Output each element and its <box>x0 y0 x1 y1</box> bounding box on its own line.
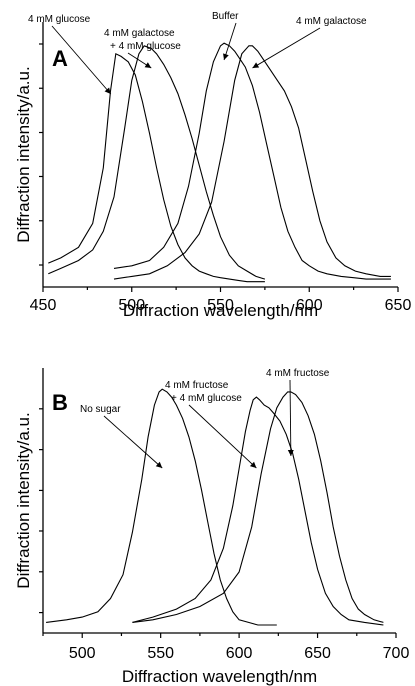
y-axis-title: Diffraction intensity/a.u. <box>14 412 33 588</box>
series-line <box>113 42 391 280</box>
x-axis-title: Diffraction wavelength/nm <box>122 667 317 686</box>
x-tick-label: 600 <box>296 297 323 314</box>
annotation-arrow <box>252 27 321 69</box>
annotation-label: 4 mM glucose <box>28 14 91 25</box>
annotation-arrow <box>289 379 292 457</box>
arrow-head <box>155 461 163 468</box>
arrow-head <box>287 449 294 456</box>
series-line <box>48 52 265 283</box>
annotation-arrow <box>103 415 163 469</box>
series-line <box>46 388 277 626</box>
x-tick-label: 600 <box>226 645 253 662</box>
y-axis-title: Diffraction intensity/a.u. <box>14 66 33 242</box>
series-line <box>48 45 266 280</box>
arrow-head <box>252 62 260 68</box>
arrow-head <box>249 461 257 468</box>
x-tick-label: 450 <box>30 297 57 314</box>
x-tick-label: 700 <box>383 645 410 662</box>
x-tick-label: 500 <box>69 645 96 662</box>
panel-a: 450 500 550 600 650 Diffraction wavelength/nm… <box>14 11 411 320</box>
annotation-label: 4 mM galactose <box>296 16 367 27</box>
annotation-label: 4 mM fructose <box>266 368 330 379</box>
arrow-head <box>223 53 229 60</box>
annotation-arrow <box>188 404 257 469</box>
x-tick-label: 550 <box>147 645 174 662</box>
arrow-head <box>104 87 111 94</box>
series-line <box>132 391 384 623</box>
series-line <box>132 396 384 626</box>
annotation-arrow <box>51 25 112 95</box>
panel-b: 500 550 600 650 700 Diffraction wavelength/nm… <box>14 368 409 686</box>
annotation-label: No sugar <box>80 404 121 415</box>
panel-letter: B <box>52 390 68 415</box>
annotation-label: Buffer <box>212 11 239 22</box>
x-tick-label: 500 <box>118 297 145 314</box>
annotation-arrow <box>223 22 237 61</box>
annotation-label: 4 mM galactose + 4 mM glucose <box>104 28 181 52</box>
panel-letter: A <box>52 46 68 71</box>
x-tick-label: 650 <box>304 645 331 662</box>
x-axis-title: Diffraction wavelength/nm <box>123 301 318 320</box>
series-line <box>113 45 391 280</box>
annotation-label: 4 mM fructose + 4 mM glucose <box>165 380 242 404</box>
x-tick-label: 550 <box>207 297 234 314</box>
arrow-head <box>144 62 152 68</box>
x-tick-label: 650 <box>385 297 412 314</box>
